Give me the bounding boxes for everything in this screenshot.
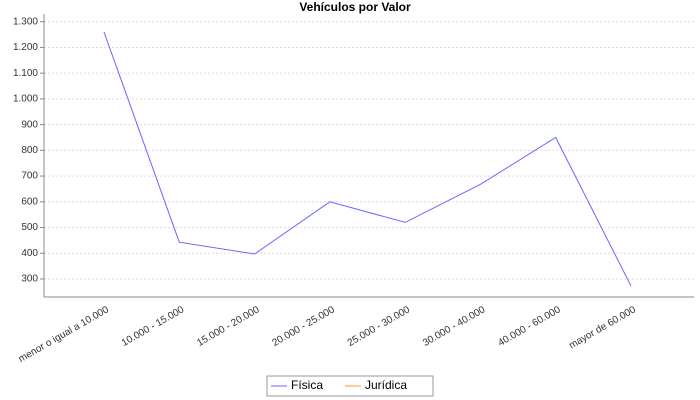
y-tick-label: 1.100 xyxy=(13,68,38,79)
y-tick-label: 1.000 xyxy=(13,94,38,105)
y-tick-label: 600 xyxy=(21,196,38,207)
y-tick-label: 1.200 xyxy=(13,42,38,53)
y-tick-label: 700 xyxy=(21,171,38,182)
chart-title: Vehículos por Valor xyxy=(299,0,411,14)
legend: Física Jurídica xyxy=(266,375,434,397)
y-tick-label: 500 xyxy=(21,222,38,233)
legend-label: Física xyxy=(291,378,323,392)
series-line xyxy=(103,31,632,287)
legend-label: Jurídica xyxy=(365,378,407,392)
y-tick-label: 800 xyxy=(21,145,38,156)
y-tick-label: 400 xyxy=(21,248,38,259)
y-tick-label: 1.300 xyxy=(13,16,38,27)
y-tick-label: 300 xyxy=(21,274,38,285)
y-tick-label: 900 xyxy=(21,119,38,130)
